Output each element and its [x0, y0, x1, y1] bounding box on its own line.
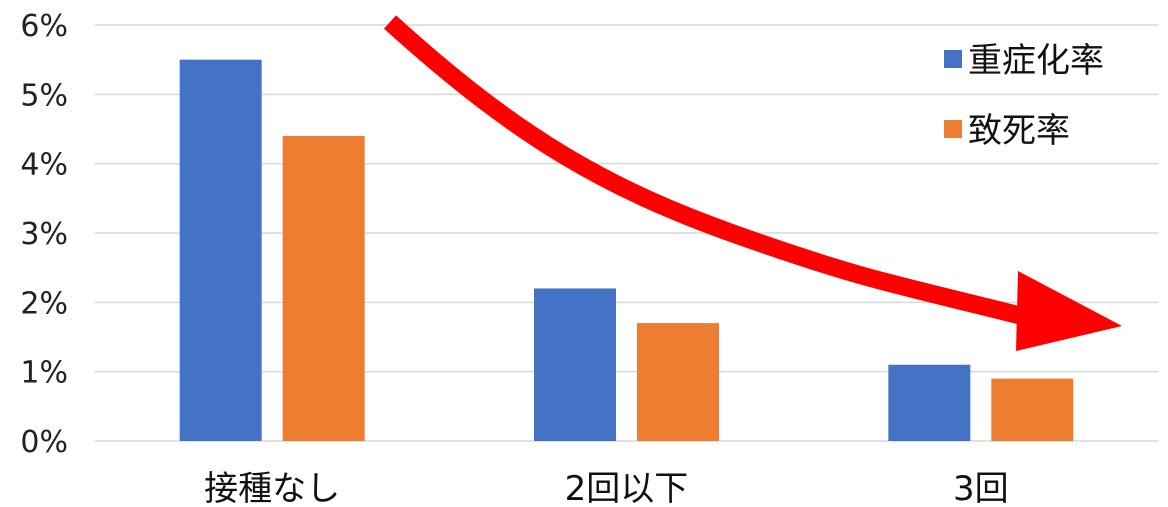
legend-label: 重症化率: [968, 41, 1104, 81]
category-label: 2回以下: [565, 469, 689, 507]
bar-fatality: [282, 135, 365, 441]
trend-arrow-head: [1016, 271, 1122, 351]
bar-fatality: [991, 378, 1074, 441]
y-tick-label: 6%: [20, 9, 68, 44]
y-tick-label: 1%: [20, 356, 68, 391]
category-labels: 接種なし 2回以下 3回: [204, 469, 1008, 507]
y-axis-ticks: 0% 1% 2% 3% 4% 5% 6%: [20, 9, 68, 460]
bars: [179, 59, 1074, 442]
bar-severe: [888, 364, 971, 441]
gridlines: [95, 24, 1158, 442]
bar-severe: [534, 288, 616, 441]
trend-arrow: [383, 15, 1122, 351]
bar-fatality: [637, 323, 719, 441]
category-label: 3回: [953, 469, 1009, 507]
legend-swatch: [944, 50, 962, 68]
y-tick-label: 3%: [20, 217, 68, 252]
legend-swatch: [944, 120, 962, 138]
y-tick-label: 0%: [20, 425, 68, 460]
y-tick-label: 4%: [20, 148, 68, 183]
category-label: 接種なし: [204, 469, 340, 507]
legend-label: 致死率: [968, 111, 1070, 151]
trend-arrow-shaft: [383, 15, 1033, 327]
y-tick-label: 5%: [20, 78, 68, 113]
bar-severe: [179, 59, 262, 442]
y-tick-label: 2%: [20, 286, 68, 321]
